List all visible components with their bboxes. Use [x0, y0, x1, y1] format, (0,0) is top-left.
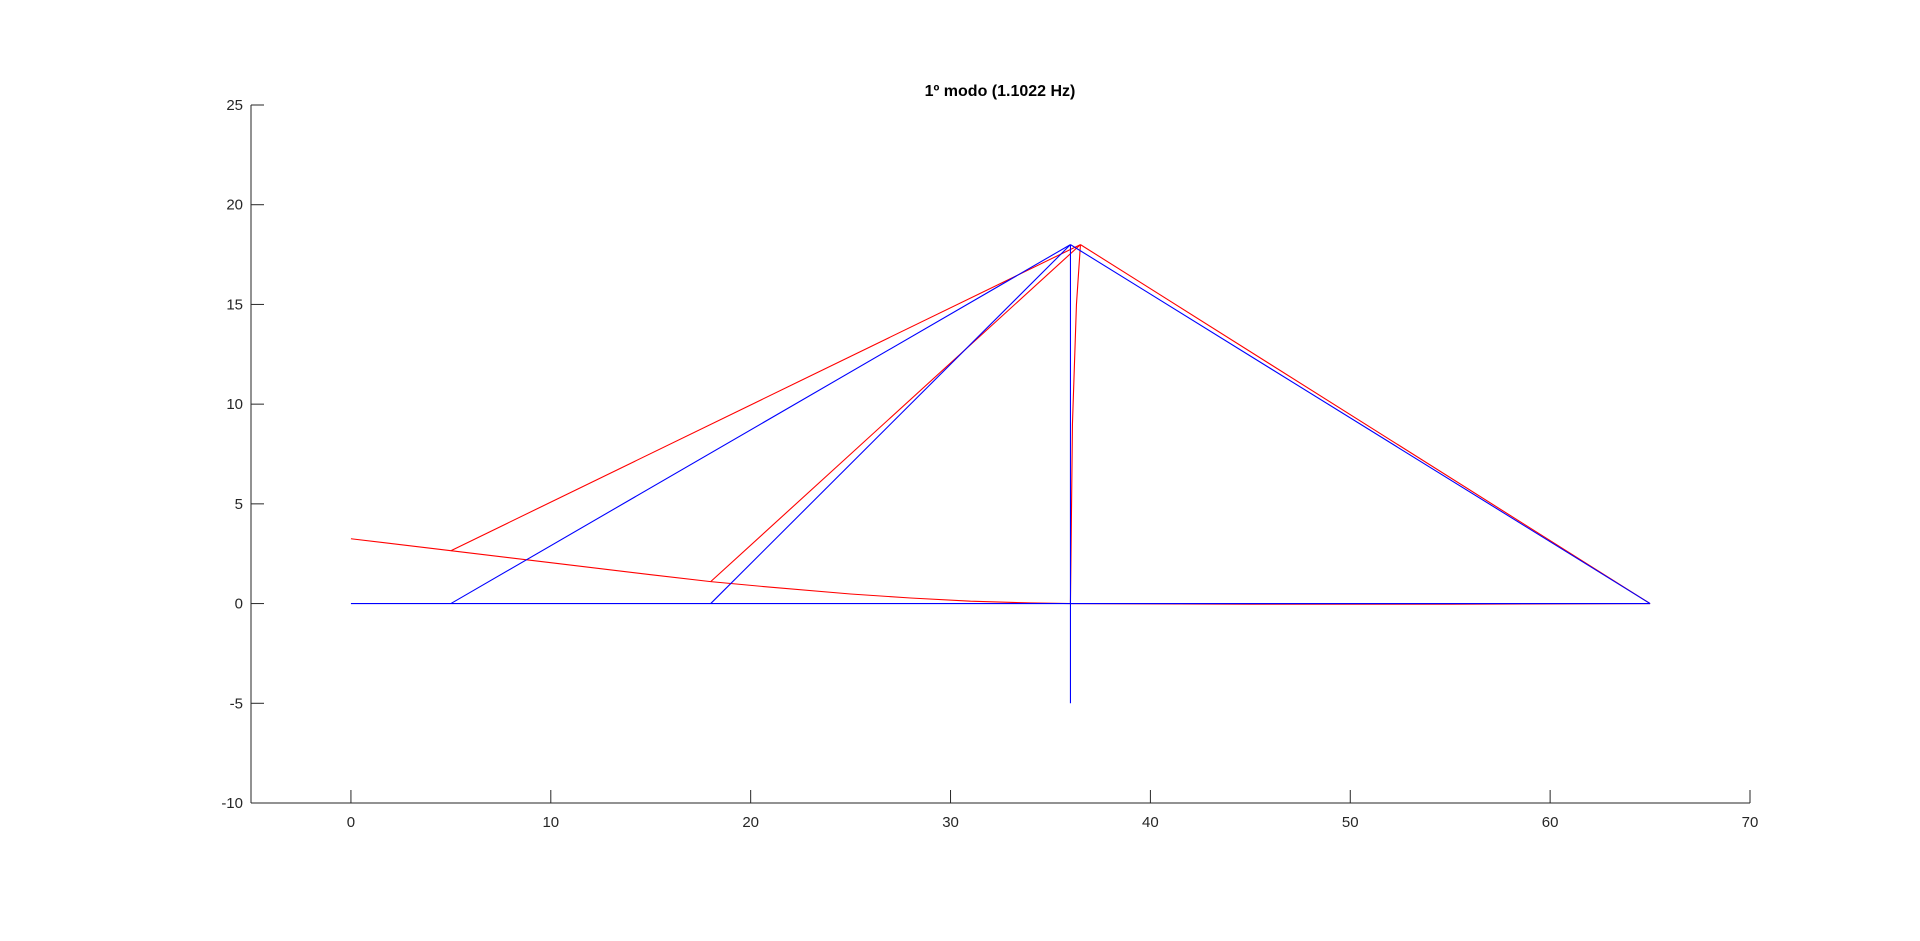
series-line-segment	[710, 244, 1071, 604]
y-tick-label: 15	[226, 296, 243, 313]
series-line-segment	[1069, 244, 1081, 604]
series-line-segment	[450, 244, 1071, 605]
series-layer	[350, 244, 1651, 704]
plot-background	[251, 105, 1750, 803]
x-tick-label: 30	[942, 814, 959, 831]
x-ticks: 0 10 20 30 40 50 60 70	[347, 790, 1759, 831]
series-undeformed-blue	[350, 244, 1651, 704]
x-tick-label: 10	[542, 814, 559, 831]
y-tick-label: 25	[226, 97, 243, 114]
y-tick-label: 5	[235, 496, 243, 513]
series-line-segment	[1080, 244, 1651, 605]
y-ticks: -10 -5 0 5 10 15 20 25	[221, 97, 264, 812]
series-line-segment	[450, 244, 1081, 552]
x-tick-label: 0	[347, 814, 355, 831]
y-tick-label: -5	[230, 695, 243, 712]
x-tick-label: 40	[1142, 814, 1159, 831]
series-line-segment	[710, 244, 1081, 583]
x-tick-label: 60	[1542, 814, 1559, 831]
x-tick-label: 70	[1742, 814, 1759, 831]
series-line-segment	[1070, 244, 1651, 605]
y-tick-label: 20	[226, 197, 243, 214]
series-line-segment	[350, 538, 1071, 605]
y-tick-label: 10	[226, 396, 243, 413]
x-tick-label: 50	[1342, 814, 1359, 831]
x-tick-label: 20	[742, 814, 759, 831]
chart-title: 1º modo (1.1022 Hz)	[925, 83, 1076, 100]
y-tick-label: 0	[235, 596, 243, 613]
y-tick-label: -10	[221, 795, 243, 812]
